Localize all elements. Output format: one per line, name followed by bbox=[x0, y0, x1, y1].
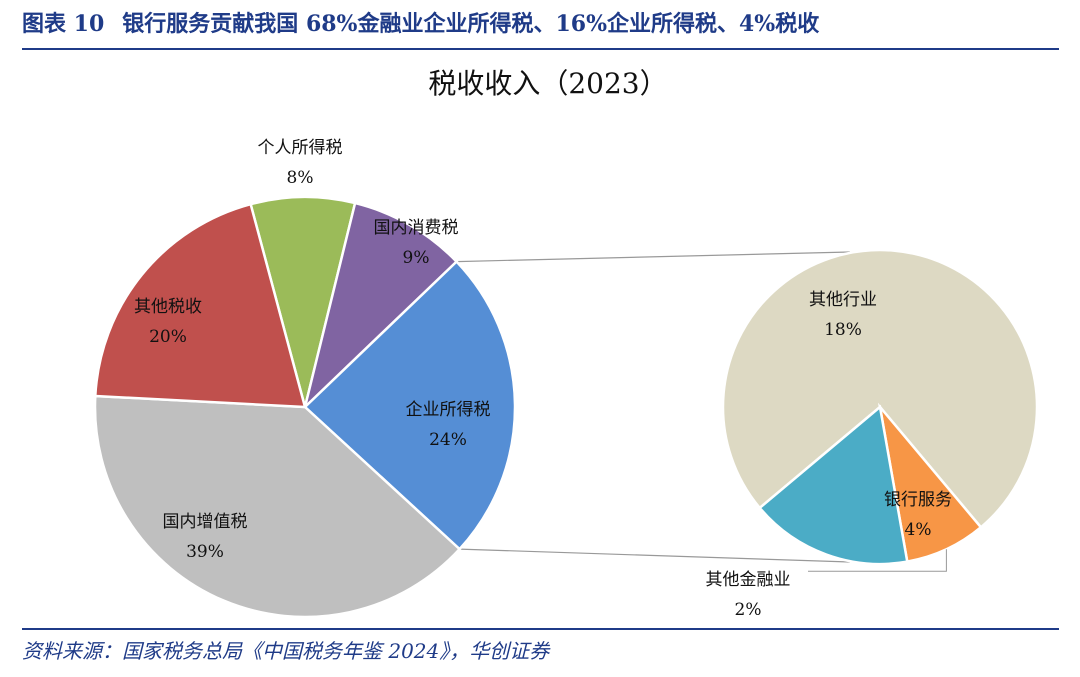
sub-pie-slice-2 bbox=[757, 404, 909, 566]
sub-label-2-percent: 4% bbox=[905, 520, 932, 540]
main-pie-slice-3 bbox=[303, 259, 517, 551]
main-label-1-name: 个人所得税 bbox=[258, 138, 343, 158]
sub-label-2-name: 银行服务 bbox=[884, 490, 952, 510]
bar-of-pie-sub bbox=[721, 248, 1039, 566]
main-label-2-percent: 9% bbox=[403, 248, 430, 268]
header-rule bbox=[22, 48, 1059, 50]
sub-label-3-leader bbox=[808, 549, 947, 572]
source-note: 资料来源：国家税务总局《中国税务年鉴 2024》，华创证券 bbox=[22, 639, 550, 663]
main-pie-slice-5 bbox=[93, 202, 307, 409]
main-label-4-name: 国内增值税 bbox=[163, 512, 248, 532]
main-pie-slice-2 bbox=[302, 201, 459, 411]
main-pie bbox=[93, 195, 517, 619]
main-label-1-percent: 8% bbox=[287, 168, 314, 188]
figure-header: 图表 10 银行服务贡献我国 68%金融业企业所得税、16%企业所得税、4%税收 bbox=[22, 10, 1062, 38]
connector-bottom bbox=[459, 548, 851, 563]
figure-number: 图表 10 bbox=[22, 11, 105, 37]
main-pie-slice-4 bbox=[93, 394, 462, 619]
figure-title: 银行服务贡献我国 68%金融业企业所得税、16%企业所得税、4%税收 bbox=[122, 11, 820, 37]
sub-label-3-name: 其他金融业 bbox=[706, 570, 791, 590]
connector-top bbox=[456, 251, 851, 263]
main-label-2-name: 国内消费税 bbox=[374, 218, 459, 238]
slice-labels: 个人所得税 8% 国内消费税 9% 企业所得税 24% 国内增值税 39% 其他税收 20% 其他行… bbox=[134, 138, 952, 620]
sub-pie-slice-1 bbox=[721, 248, 1039, 530]
sub-label-3-percent: 2% bbox=[735, 600, 762, 620]
footer-rule bbox=[22, 628, 1059, 630]
main-label-3-percent: 24% bbox=[429, 430, 467, 450]
main-label-3-name: 企业所得税 bbox=[406, 400, 491, 420]
main-pie-slice-1 bbox=[249, 195, 357, 408]
sub-label-1-name: 其他行业 bbox=[809, 290, 877, 310]
main-label-4-percent: 39% bbox=[186, 542, 224, 562]
main-label-5-percent: 20% bbox=[149, 327, 187, 347]
connector-lines bbox=[456, 251, 851, 563]
sub-label-1-percent: 18% bbox=[824, 320, 862, 340]
chart-title: 税收收入（2023） bbox=[428, 67, 667, 100]
main-label-5-name: 其他税收 bbox=[134, 297, 202, 317]
